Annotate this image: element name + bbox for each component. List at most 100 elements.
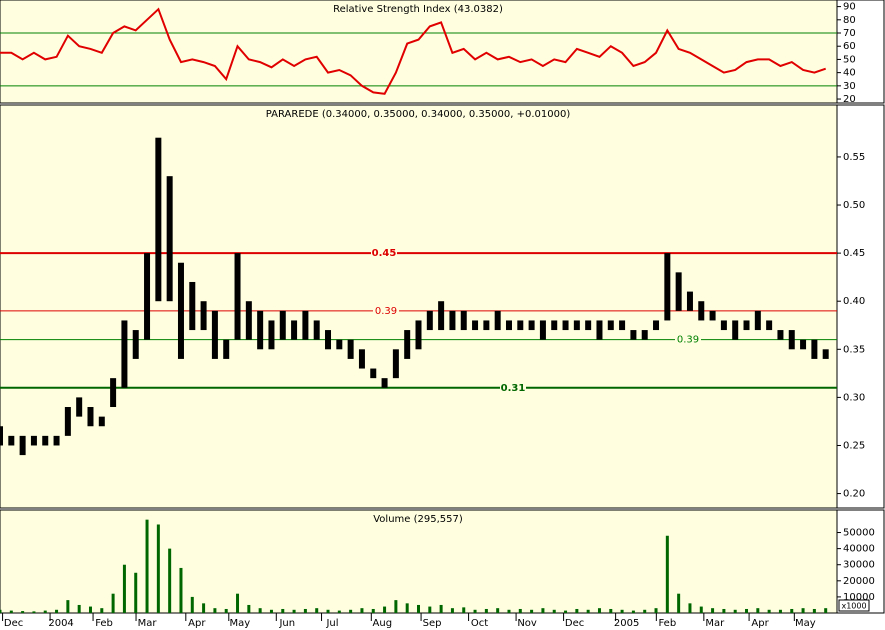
volume-bar [688,603,692,613]
y-tick-label: 30000 [843,560,875,571]
volume-bar [145,519,149,613]
y-tick-label: 0.50 [843,200,865,211]
volume-bar [326,609,330,613]
price-bar [426,310,433,331]
volume-bar [665,535,669,613]
price-bar [19,435,26,456]
volume-bar [711,608,715,613]
y-tick-label: 50000 [843,528,875,539]
volume-bar [745,608,749,613]
volume-bar [439,604,443,613]
volume-bar [122,564,126,613]
panel-background [0,0,838,104]
volume-bar [43,610,47,613]
y-tick-label: 50 [843,54,856,65]
volume-bar [292,609,296,613]
volume-bar [733,609,737,613]
volume-bar [337,610,341,613]
panel-title: Volume (295,557) [373,514,463,525]
volume-bar [179,567,183,613]
volume-bar [383,606,387,613]
price-bar [132,330,139,359]
price-bar [607,320,614,331]
price-bar [754,310,761,331]
volume-bar [473,609,477,613]
price-bar [76,397,83,417]
price-bar [551,320,558,331]
volume-bar [699,606,703,613]
y-tick-label: 0.25 [843,440,865,451]
price-bar [619,320,626,331]
price-bar [53,435,60,446]
price-bar [325,330,332,350]
y-tick-label: 30 [843,81,856,92]
x-tick-label: Dec [4,618,23,629]
volume-bar [597,608,601,613]
price-bar [562,320,569,331]
volume-bar [394,600,398,613]
volume-bar [620,609,624,613]
price-bar [347,339,354,359]
price-bar [302,310,309,340]
volume-bar [722,608,726,613]
y-tick-label: 0.30 [843,392,865,403]
price-bar [438,301,445,331]
volume-bar [812,608,816,613]
y-tick-label: 0.55 [843,152,865,163]
volume-bar [824,608,828,613]
axis-background [836,509,885,614]
volume-bar [258,608,262,613]
price-bar [517,320,524,331]
price-bar [155,137,162,302]
price-bar [404,330,411,359]
volume-bar [507,609,511,613]
price-bar [392,349,399,379]
volume-bar [790,608,794,613]
volume-bar [281,608,285,613]
y-tick-label: 0.40 [843,296,865,307]
x-tick-label: Feb [95,618,113,629]
price-bar [189,281,196,331]
volume-bar [349,609,353,613]
volume-bar [371,608,375,613]
price-bar [822,349,829,359]
price-bar [211,310,218,359]
x-tick-label: Aug [373,618,393,629]
volume-bar [552,609,556,613]
price-bar [528,320,535,331]
volume-bar [315,608,319,613]
price-bar [664,253,671,321]
volume-bar [677,593,681,613]
price-bar [630,330,637,340]
price-bar [811,339,818,359]
price-bar [223,339,230,359]
volume-bar [756,608,760,613]
panel-title: Relative Strength Index (43.0382) [333,4,503,15]
volume-bar [66,600,70,613]
volume-bar [450,608,454,613]
level-label-bg [373,304,399,317]
price-bar [291,320,298,340]
volume-bar [269,609,273,613]
y-tick-label: 0.20 [843,489,865,500]
volume-bar [156,524,160,613]
level-label-bg [371,247,397,260]
price-bar [483,320,490,331]
price-bar [110,378,117,408]
volume-bar [9,610,13,613]
x-tick-label: 2004 [48,618,73,629]
price-bar [709,310,716,321]
volume-bar [224,608,228,613]
volume-bar [202,603,206,613]
x-tick-label: Sep [423,618,442,629]
volume-bar [88,606,92,613]
price-bar [98,416,105,427]
price-bar [800,339,807,350]
price-bar [87,407,94,427]
price-bar [585,320,592,331]
volume-bar [530,609,534,613]
volume-bar [247,604,251,613]
x-tick-label: Mar [705,618,725,629]
volume-bar [134,572,138,613]
